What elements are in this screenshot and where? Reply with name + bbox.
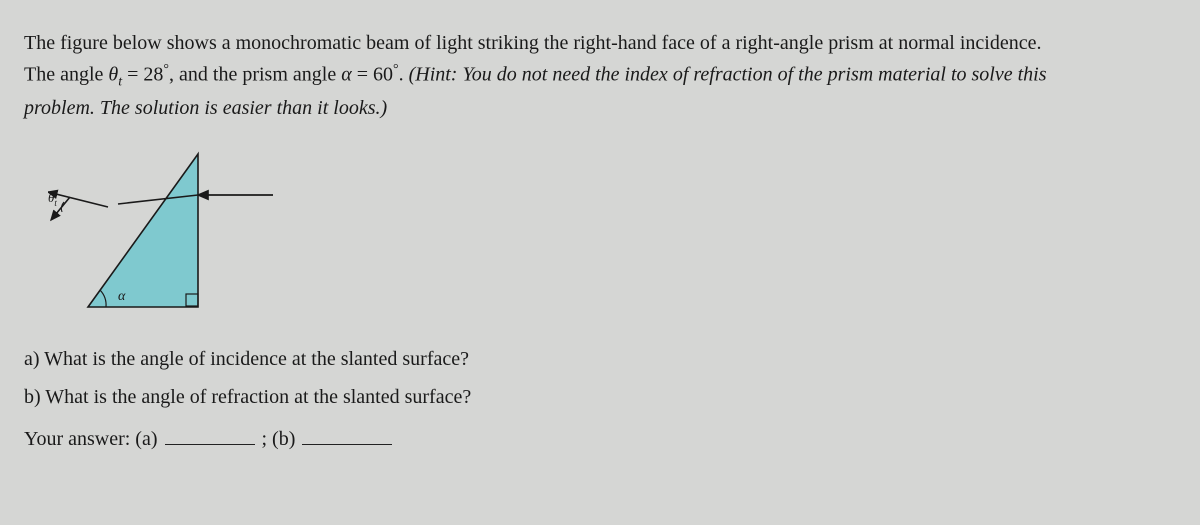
- theta-val: 28: [143, 64, 163, 86]
- prism-triangle: [88, 154, 198, 307]
- stmt-line2c: .: [399, 64, 409, 86]
- theta-label: θt: [48, 190, 57, 208]
- alpha-label: α: [118, 289, 126, 304]
- prism-figure: α θt: [48, 142, 278, 332]
- stmt-line2b: , and the prism angle: [169, 64, 341, 86]
- hint-line1: (Hint: You do not need the index of refr…: [409, 64, 1047, 86]
- answer-b-blank[interactable]: [302, 422, 392, 445]
- problem-statement: The figure below shows a monochromatic b…: [24, 28, 1176, 124]
- answer-line: Your answer: (a) ; (b): [24, 422, 1176, 451]
- eq2: =: [352, 64, 373, 86]
- stmt-line1: The figure below shows a monochromatic b…: [24, 32, 1041, 54]
- alpha-symbol: α: [341, 64, 352, 86]
- theta-symbol: θ: [108, 64, 118, 86]
- question-b: b) What is the angle of refraction at th…: [24, 378, 1176, 416]
- alpha-val: 60: [373, 64, 393, 86]
- exit-extension-ray: [48, 192, 108, 207]
- hint-line2: problem. The solution is easier than it …: [24, 97, 387, 119]
- answer-a-blank[interactable]: [165, 422, 255, 445]
- eq1: =: [122, 64, 143, 86]
- answer-prefix: Your answer: (a): [24, 428, 163, 450]
- stmt-line2a: The angle: [24, 64, 108, 86]
- question-a: a) What is the angle of incidence at the…: [24, 340, 1176, 378]
- questions-block: a) What is the angle of incidence at the…: [24, 340, 1176, 416]
- answer-sep: ; (b): [257, 428, 301, 450]
